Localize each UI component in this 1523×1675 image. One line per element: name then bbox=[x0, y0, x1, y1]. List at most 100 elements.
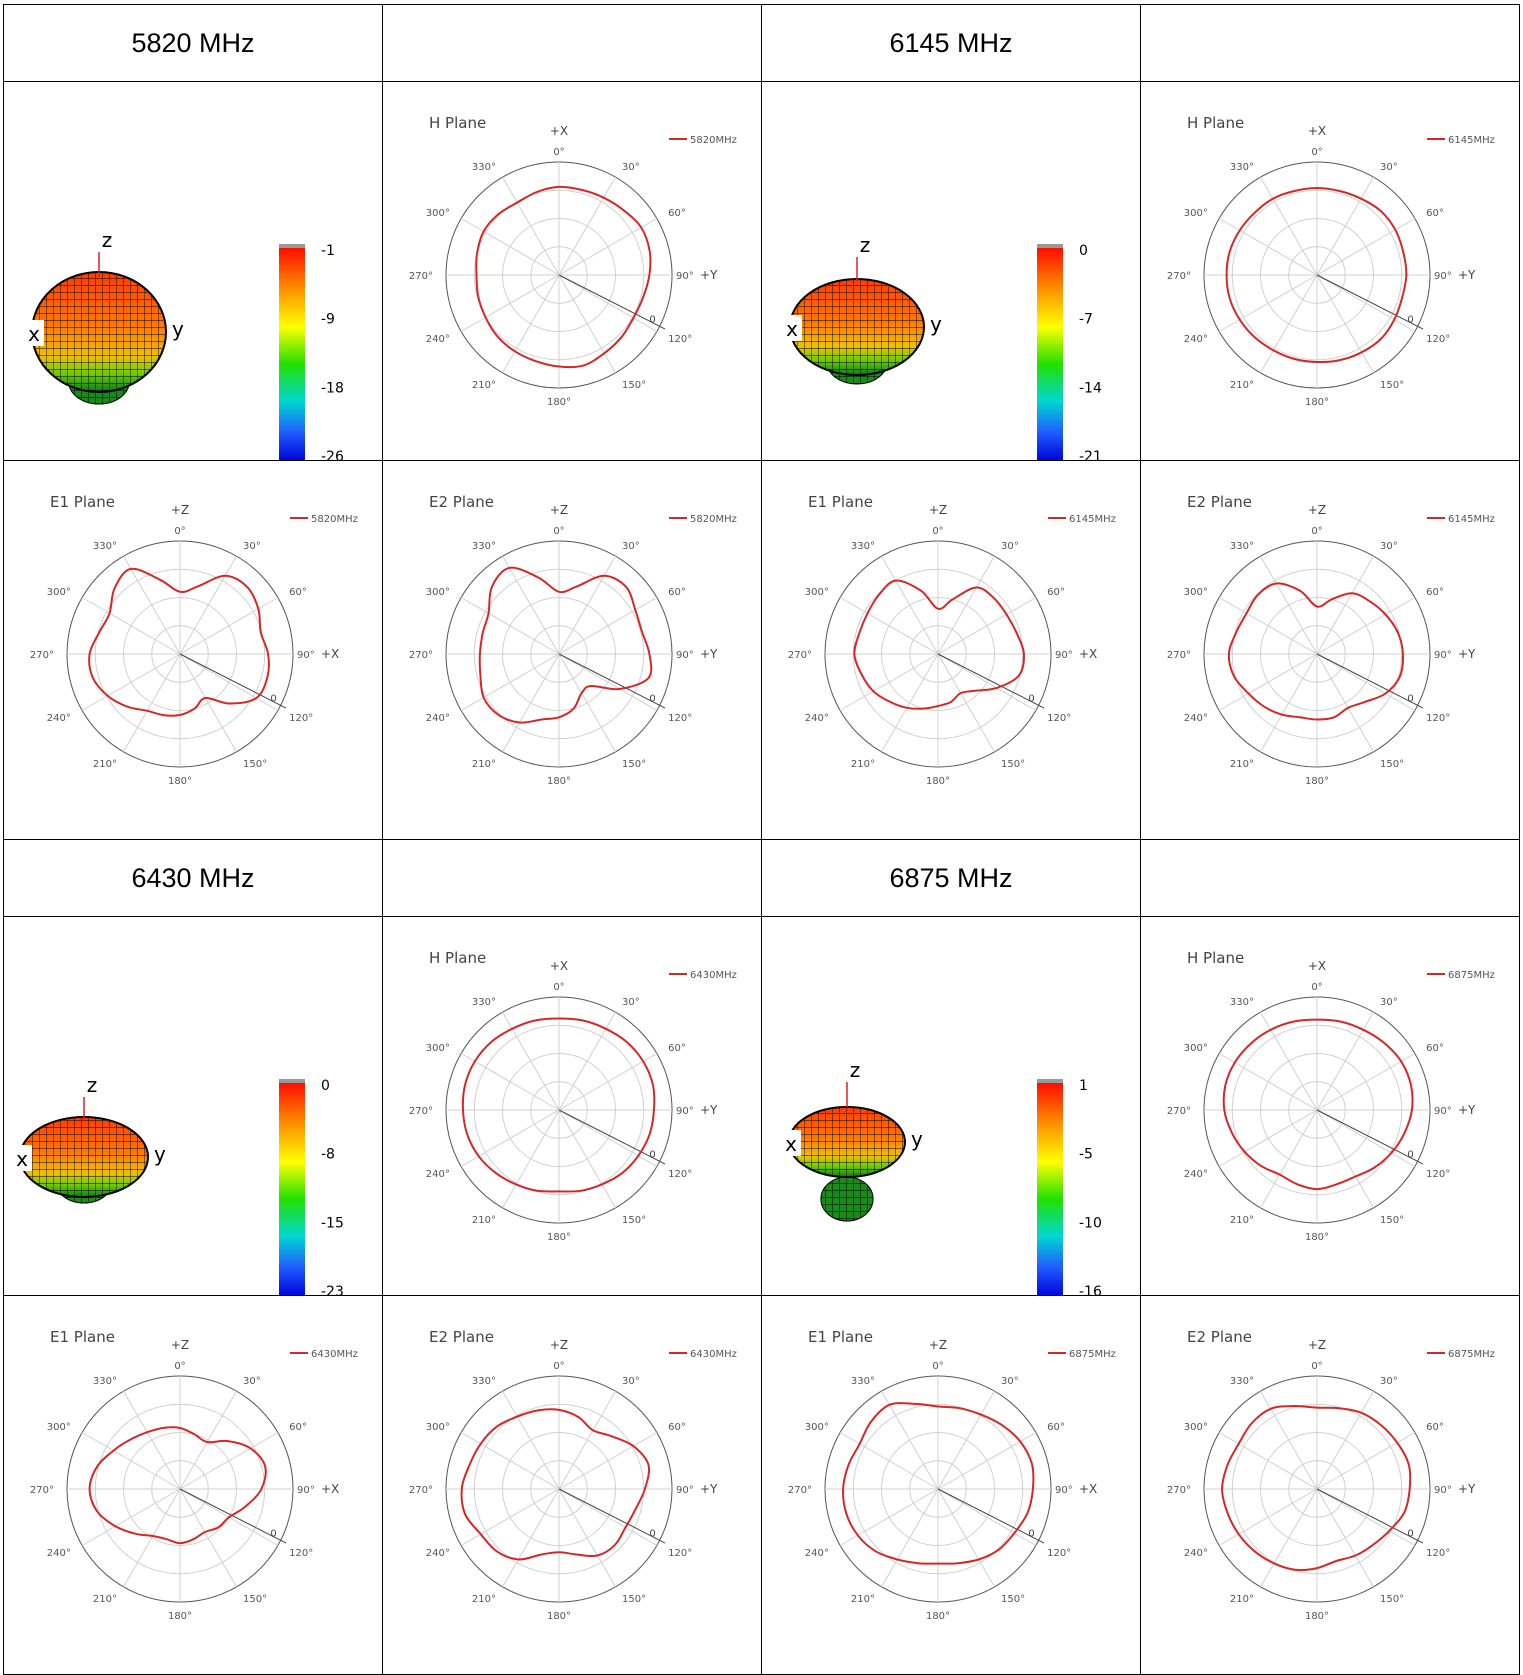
grid-spoke bbox=[558, 1011, 616, 1111]
reference-label: 0 bbox=[1028, 693, 1034, 704]
axis-right-label: +X bbox=[321, 1482, 339, 1496]
chart-title: H Plane bbox=[429, 949, 486, 967]
pattern-trace bbox=[88, 1426, 267, 1545]
color-scale-label: -14 bbox=[1079, 380, 1102, 396]
angle-label: 150° bbox=[243, 1594, 267, 1605]
angle-label: 270° bbox=[30, 1485, 54, 1496]
grid-spoke bbox=[558, 555, 616, 655]
angle-label: 270° bbox=[1167, 1106, 1191, 1117]
grid-spoke bbox=[1316, 597, 1416, 655]
angle-label: 210° bbox=[1230, 1594, 1254, 1605]
angle-label: 60° bbox=[1047, 587, 1065, 598]
color-scale-label: 0 bbox=[1079, 243, 1088, 259]
grid-spoke bbox=[1316, 1432, 1416, 1490]
angle-label: 210° bbox=[93, 1594, 117, 1605]
grid-spoke bbox=[937, 653, 995, 753]
angle-label: 210° bbox=[851, 1594, 875, 1605]
polar-chart: E1 Plane 6430MHz 0° 30° 60° 90° 120° 150° 180° 21… bbox=[30, 1328, 358, 1622]
angle-label: 300° bbox=[426, 1043, 450, 1054]
chart-title: E2 Plane bbox=[429, 1328, 494, 1346]
x-axis-label-bg bbox=[24, 320, 44, 346]
pattern-trace bbox=[475, 185, 652, 369]
chart-title: E1 Plane bbox=[808, 1328, 873, 1346]
angle-label: 0° bbox=[1311, 982, 1322, 993]
grid-spoke bbox=[558, 653, 616, 753]
angle-label: 0° bbox=[553, 526, 564, 537]
grid-spoke bbox=[881, 555, 939, 655]
angle-label: 60° bbox=[289, 587, 307, 598]
grid-spoke bbox=[937, 597, 1037, 655]
angle-label: 150° bbox=[243, 759, 267, 770]
angle-label: 90° bbox=[1434, 1106, 1452, 1117]
pattern-trace bbox=[460, 1408, 651, 1561]
angle-label: 120° bbox=[1047, 713, 1071, 724]
angle-label: 60° bbox=[668, 1043, 686, 1054]
angle-label: 240° bbox=[47, 713, 71, 724]
grid-spoke bbox=[123, 1488, 181, 1588]
angle-label: 90° bbox=[297, 650, 315, 661]
grid-spoke bbox=[881, 1488, 939, 1588]
pattern-trace bbox=[1221, 1404, 1412, 1572]
angle-label: 240° bbox=[47, 1548, 71, 1559]
grid-spoke bbox=[1316, 1053, 1416, 1111]
angle-label: 300° bbox=[805, 1422, 829, 1433]
axis-top-label: +X bbox=[550, 124, 568, 138]
grid-spoke bbox=[460, 218, 560, 276]
angle-label: 120° bbox=[668, 713, 692, 724]
grid-spoke bbox=[1260, 1109, 1318, 1209]
polar-chart: E1 Plane 6145MHz 0° 30° 60° 90° 120° 150° 180° 21… bbox=[788, 493, 1116, 787]
angle-label: 150° bbox=[1380, 380, 1404, 391]
angle-label: 150° bbox=[1380, 759, 1404, 770]
pattern-mesh bbox=[20, 1117, 148, 1197]
angle-label: 330° bbox=[472, 162, 496, 173]
grid-spoke bbox=[123, 1390, 181, 1490]
angle-label: 120° bbox=[1426, 713, 1450, 724]
axis-right-label: +X bbox=[321, 647, 339, 661]
frequency-header: 5820 MHz bbox=[131, 27, 255, 58]
angle-label: 270° bbox=[409, 1485, 433, 1496]
angle-label: 0° bbox=[932, 526, 943, 537]
grid-spoke bbox=[460, 1053, 560, 1111]
angle-label: 60° bbox=[668, 587, 686, 598]
chart-title: H Plane bbox=[1187, 114, 1244, 132]
color-scale-label: 0 bbox=[321, 1078, 330, 1094]
legend-label: 6430MHz bbox=[311, 1349, 358, 1360]
reference-line bbox=[558, 1488, 666, 1544]
angle-label: 180° bbox=[1305, 1611, 1329, 1622]
reference-label: 0 bbox=[649, 314, 655, 325]
angle-label: 90° bbox=[1055, 650, 1073, 661]
angle-label: 150° bbox=[1380, 1594, 1404, 1605]
frequency-header-empty bbox=[384, 841, 761, 916]
y-axis-label: y bbox=[930, 312, 942, 336]
chart-title: E2 Plane bbox=[1187, 1328, 1252, 1346]
color-scale-cap bbox=[279, 1079, 305, 1083]
color-scale-label: -8 bbox=[321, 1147, 335, 1163]
polar-chart: E2 Plane 6430MHz 0° 30° 60° 90° 120° 150° 180° 21… bbox=[409, 1328, 737, 1622]
angle-label: 60° bbox=[1426, 208, 1444, 219]
angle-label: 330° bbox=[1230, 162, 1254, 173]
angle-label: 300° bbox=[1184, 587, 1208, 598]
grid-spoke bbox=[1218, 274, 1318, 332]
angle-label: 240° bbox=[426, 713, 450, 724]
angle-label: 60° bbox=[668, 208, 686, 219]
color-scale-label: -10 bbox=[1079, 1215, 1102, 1231]
angle-label: 150° bbox=[622, 1594, 646, 1605]
grid-spoke bbox=[558, 274, 658, 332]
angle-label: 300° bbox=[426, 587, 450, 598]
reference-line bbox=[179, 1488, 287, 1544]
grid-spoke bbox=[460, 597, 560, 655]
z-axis-label: z bbox=[87, 1073, 98, 1097]
legend-label: 6875MHz bbox=[1448, 970, 1495, 981]
reference-line bbox=[558, 1109, 666, 1165]
polar-chart: E1 Plane 5820MHz 0° 30° 60° 90° 120° 150° 180° 21… bbox=[30, 493, 358, 787]
angle-label: 0° bbox=[553, 147, 564, 158]
chart-title: E1 Plane bbox=[50, 1328, 115, 1346]
angle-label: 0° bbox=[174, 526, 185, 537]
axis-top-label: +Z bbox=[929, 1338, 947, 1352]
angle-label: 270° bbox=[788, 650, 812, 661]
angle-label: 120° bbox=[289, 1548, 313, 1559]
grid-spoke bbox=[1260, 1011, 1318, 1111]
angle-label: 120° bbox=[1426, 1548, 1450, 1559]
grid-spoke bbox=[1260, 1488, 1318, 1588]
legend-label: 6875MHz bbox=[1069, 1349, 1116, 1360]
